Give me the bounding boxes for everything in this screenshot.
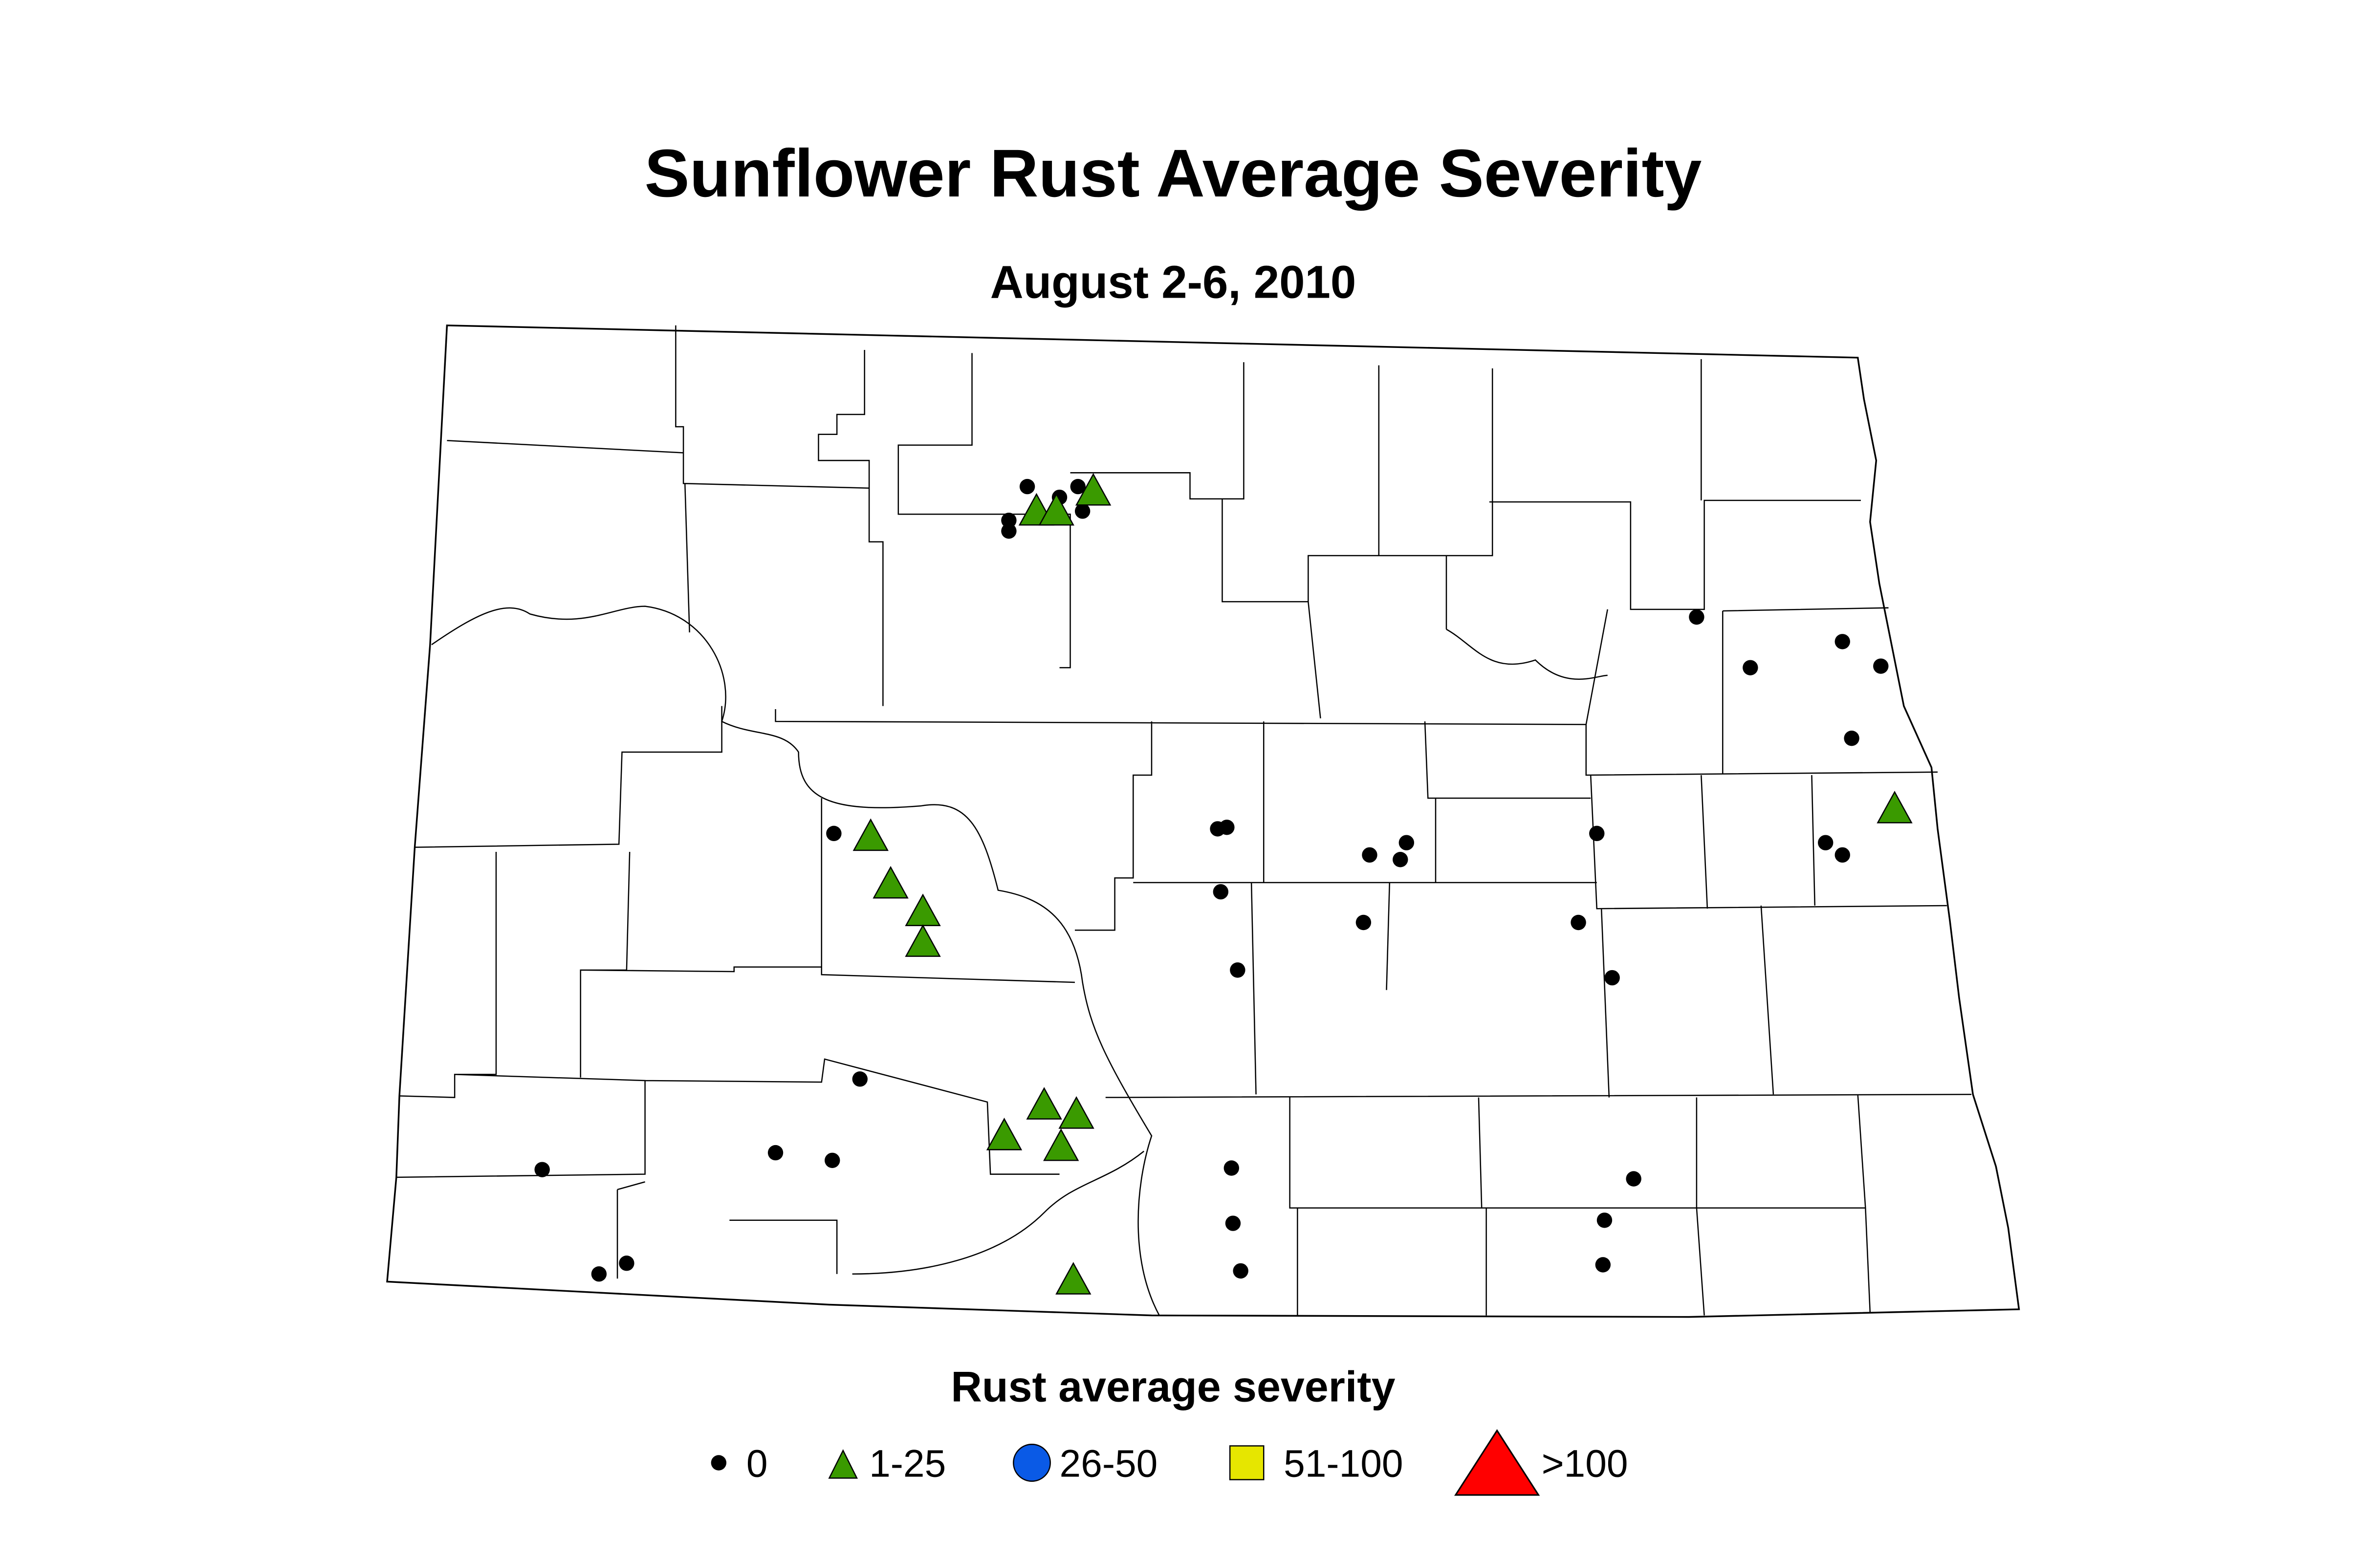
- survey-sites: [534, 473, 1913, 1295]
- site-triangle: [1075, 473, 1112, 506]
- site-dot: [1362, 847, 1377, 863]
- site-dot: [1571, 914, 1586, 931]
- site-dot: [852, 1071, 868, 1087]
- site-dot: [1743, 660, 1758, 675]
- site-dot: [1230, 962, 1245, 978]
- site-dot: [1225, 1215, 1241, 1231]
- site-dot: [1074, 503, 1091, 519]
- legend-symbol: [1013, 1444, 1051, 1482]
- legend-title: Rust average severity: [951, 1362, 1395, 1410]
- county-lines: [396, 325, 1972, 1316]
- site-dot: [534, 1162, 550, 1177]
- site-dot: [1589, 825, 1605, 842]
- site-dot: [619, 1256, 634, 1271]
- site-triangle: [1877, 790, 1913, 824]
- legend-symbol: [828, 1449, 858, 1479]
- site-dot: [1213, 884, 1229, 900]
- site-dot: [826, 825, 842, 842]
- site-dot: [1233, 1263, 1248, 1279]
- site-dot: [1604, 970, 1620, 986]
- site-triangle: [1038, 493, 1074, 526]
- legend-symbol: [1454, 1429, 1540, 1496]
- site-dot: [1873, 658, 1889, 674]
- site-dot: [1596, 1213, 1613, 1228]
- site-dot: [767, 1145, 784, 1161]
- site-dot: [1001, 512, 1017, 528]
- legend-label: 0: [746, 1442, 768, 1485]
- site-dot: [1070, 478, 1086, 495]
- river: [431, 606, 1608, 1316]
- legend-label: 51-100: [1284, 1442, 1403, 1485]
- site-dot: [1001, 523, 1017, 539]
- site-dot: [591, 1266, 607, 1282]
- map-title: Sunflower Rust Average Severity: [645, 136, 1702, 211]
- site-dot: [1844, 730, 1859, 746]
- site-triangle: [873, 866, 909, 899]
- site-dot: [1393, 852, 1408, 867]
- legend: 0 1-25 26-50 51-100 >100: [711, 1429, 1628, 1496]
- site-dot: [1626, 1171, 1641, 1187]
- legend-label: 1-25: [869, 1442, 946, 1485]
- site-triangle: [852, 818, 889, 851]
- site-triangle: [1058, 1096, 1094, 1129]
- legend-symbol: [1229, 1445, 1265, 1480]
- site-triangle: [1055, 1262, 1092, 1295]
- site-dot: [1834, 847, 1850, 863]
- site-dot: [825, 1152, 840, 1169]
- map-subtitle: August 2-6, 2010: [990, 256, 1356, 307]
- legend-symbol: [711, 1455, 727, 1471]
- legend-label: >100: [1542, 1442, 1628, 1485]
- state-map: [386, 325, 2020, 1318]
- site-triangle: [986, 1117, 1023, 1150]
- legend-label: 26-50: [1060, 1442, 1158, 1485]
- site-dot: [1818, 835, 1834, 850]
- site-dot: [1834, 634, 1850, 650]
- site-dot: [1398, 835, 1415, 850]
- site-triangle: [1026, 1087, 1062, 1120]
- site-dot: [1223, 1160, 1239, 1176]
- site-dot: [1219, 820, 1235, 835]
- site-triangle: [1043, 1128, 1079, 1161]
- site-dot: [1355, 914, 1372, 931]
- site-dot: [1019, 478, 1035, 495]
- site-triangle: [905, 924, 941, 957]
- site-dot: [1689, 609, 1704, 625]
- site-dot: [1595, 1257, 1611, 1273]
- state-outline: [386, 325, 2020, 1318]
